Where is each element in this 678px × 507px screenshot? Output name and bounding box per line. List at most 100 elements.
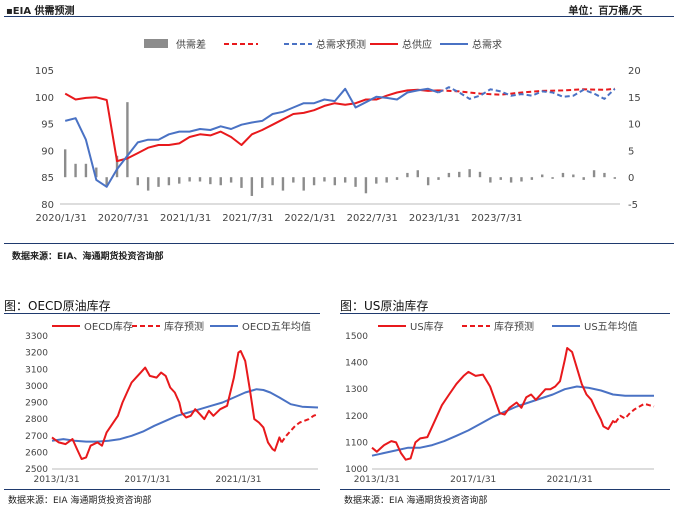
supply-gap-bar [95,167,98,178]
x-tick-label-0: 2020/1/31 [36,213,87,224]
top-chart-title: ▪EIA 供需预测 [6,6,75,17]
supply-gap-bar [240,177,243,188]
oecd-y-tick-label-6: 3100 [25,365,48,375]
us-header-rule [340,313,670,314]
legend-label-2: US五年均值 [584,320,638,333]
us-footer-rule [340,489,670,490]
supply-gap-bar [478,171,482,178]
x-tick-label-7: 2023/7/31 [471,213,522,224]
supply-gap-bar [458,171,461,178]
us-x-tick-label-1: 2017/1/31 [450,475,496,485]
us-series-line-1 [614,402,655,424]
legend-label-2: 总需求预测 [316,38,366,51]
oecd-x-tick-label-0: 2013/1/31 [33,475,79,485]
supply-gap-bar [426,177,430,186]
legend-swatch-0 [144,39,168,48]
supply-gap-bar [489,177,492,183]
x-tick-label-6: 2023/1/31 [409,213,460,224]
us-y-tick-label-0: 1000 [345,465,368,475]
supply-gap-bar [551,177,554,179]
supply-gap-bar [229,177,233,183]
us-source-note: 数据来源：EIA 海通期货投资咨询部 [344,496,488,506]
supply-gap-bar [188,177,191,182]
supply-gap-bar [167,177,171,186]
supply-gap-bar [198,177,202,182]
oecd-y-tick-label-1: 2600 [25,448,48,458]
oecd-series-line-1 [280,413,319,443]
top-source-note: 数据来源：EIA、海通期货投资咨询部 [12,252,164,262]
x-tick-label-4: 2022/1/31 [284,213,335,224]
supply-gap-bar [343,177,347,183]
oecd-x-tick-label-2: 2021/1/31 [215,475,261,485]
y2-tick-label-0: -5 [628,200,638,211]
oecd-x-tick-label-1: 2017/1/31 [124,475,170,485]
series-line-3 [64,88,439,163]
top-footer-rule [4,243,674,244]
supply-gap-bars [63,102,617,196]
supply-gap-bar [219,177,222,186]
legend-label-2: OECD五年均值 [242,320,311,333]
oecd-footer-rule [4,489,320,490]
y2-tick-label-5: 20 [628,66,641,77]
oecd-y-tick-label-0: 2500 [25,465,48,475]
supply-gap-bar [271,177,274,186]
supply-gap-bar [312,177,316,186]
oecd-source-note: 数据来源：EIA 海通期货投资咨询部 [8,496,152,506]
us-y-tick-label-1: 1100 [345,438,368,448]
us-y-tick-label-5: 1500 [345,332,368,342]
supply-gap-bar [146,177,150,191]
supply-gap-bar [333,177,337,186]
us-section-title: 图：US原油库存 [340,299,429,313]
y2-tick-label-4: 15 [628,93,641,104]
x-tick-label-5: 2022/7/31 [347,213,398,224]
supply-gap-bar [416,170,419,178]
supply-gap-bar [375,177,378,184]
supply-gap-bar [302,177,305,191]
legend-label-0: 供需差 [176,38,206,51]
supply-gap-bar [136,177,139,186]
supply-gap-bar [395,177,399,180]
y2-tick-label-2: 5 [628,146,634,157]
oecd-section-title: 图：OECD原油库存 [4,299,111,313]
supply-gap-bar [499,177,502,180]
supply-gap-bar [74,163,77,178]
supply-gap-bar [592,170,596,178]
series-line-4 [64,87,439,188]
y2-tick-label-1: 0 [628,173,634,184]
supply-gap-bar [105,177,108,186]
y-tick-label-0: 80 [41,200,54,211]
supply-gap-bar [292,177,295,183]
us-y-tick-label-4: 1400 [345,359,368,369]
supply-gap-bar [613,177,617,179]
chart-legend: 供需差 总需求预测 总供应 总需求 [144,38,502,51]
legend-label-4: 总需求 [472,38,502,51]
oecd-y-tick-label-7: 3200 [25,349,48,359]
supply-gap-bar [603,172,606,178]
oecd-header-rule [4,313,320,314]
y-tick-label-5: 105 [35,66,54,77]
y-tick-label-4: 100 [35,93,54,104]
x-tick-label-3: 2021/7/31 [222,213,273,224]
series-line-1 [438,86,616,100]
us-series-line-2 [371,385,654,457]
y-tick-label-1: 85 [41,173,54,184]
supply-gap-bar [250,177,254,196]
x-tick-label-2: 2021/1/31 [160,213,211,224]
supply-gap-bar [520,177,523,182]
oecd-y-tick-label-4: 2900 [25,399,48,409]
supply-gap-bar [323,177,326,182]
supply-gap-bar [437,177,440,180]
series-line-2 [438,87,615,96]
supply-gap-bar [178,177,181,184]
supply-gap-bar [572,174,575,178]
us-y-tick-label-2: 1200 [345,412,368,422]
supply-gap-bar [385,177,388,183]
supply-gap-bar [509,177,513,183]
oecd-y-tick-label-2: 2700 [25,432,48,442]
legend-label-1: 库存预测 [494,320,534,333]
legend-label-0: US库存 [410,320,444,333]
x-tick-label-1: 2020/7/31 [98,213,149,224]
supply-demand-chart: 供需差 总需求预测 总供应 总需求 80859095100105-5051015202… [35,38,641,224]
supply-gap-bar [126,102,129,178]
y2-tick-label-3: 10 [628,120,641,131]
